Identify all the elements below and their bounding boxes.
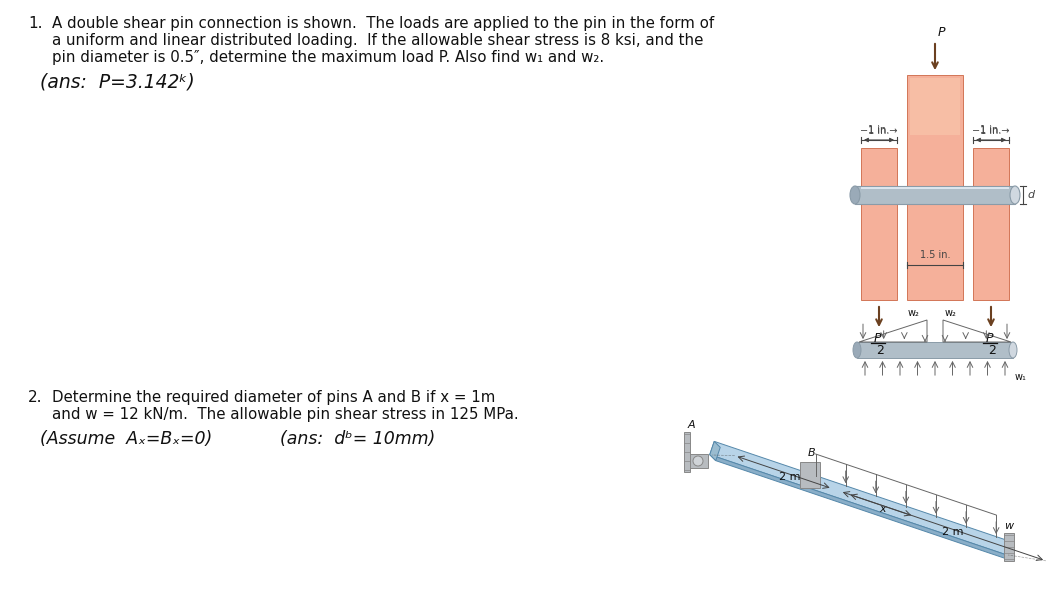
- Text: w₂: w₂: [907, 308, 919, 318]
- Text: −1 in.→: −1 in.→: [972, 126, 1010, 136]
- Text: d: d: [1027, 190, 1034, 200]
- Text: P: P: [986, 332, 993, 345]
- Text: (ans:  dᵇ= 10mm): (ans: dᵇ= 10mm): [280, 430, 435, 448]
- Polygon shape: [799, 462, 819, 488]
- Text: Determine the required diameter of pins A and B if x = 1m: Determine the required diameter of pins …: [52, 390, 495, 405]
- Text: (Assume  Aₓ=Bₓ=0): (Assume Aₓ=Bₓ=0): [40, 430, 213, 448]
- Ellipse shape: [853, 342, 861, 358]
- Polygon shape: [855, 186, 1015, 204]
- Text: (ans:  P=3.142ᵏ): (ans: P=3.142ᵏ): [40, 72, 195, 91]
- Polygon shape: [861, 187, 1009, 189]
- Text: 2: 2: [876, 344, 883, 357]
- Text: a uniform and linear distributed loading.  If the allowable shear stress is 8 ks: a uniform and linear distributed loading…: [52, 33, 703, 48]
- Polygon shape: [973, 148, 1009, 300]
- Text: A: A: [688, 420, 696, 430]
- Polygon shape: [710, 442, 720, 461]
- Polygon shape: [688, 454, 708, 468]
- Text: pin diameter is 0.5″, determine the maximum load P. Also find w₁ and w₂.: pin diameter is 0.5″, determine the maxi…: [52, 50, 604, 65]
- Polygon shape: [857, 342, 1013, 358]
- Text: B: B: [808, 448, 815, 458]
- Text: w₁: w₁: [1015, 372, 1027, 382]
- Polygon shape: [907, 75, 963, 300]
- Text: A double shear pin connection is shown.  The loads are applied to the pin in the: A double shear pin connection is shown. …: [52, 16, 714, 31]
- Polygon shape: [1004, 533, 1014, 561]
- Ellipse shape: [1009, 342, 1017, 358]
- Text: 2 m: 2 m: [778, 472, 800, 482]
- Text: w: w: [1005, 521, 1013, 531]
- Text: 1.: 1.: [28, 16, 42, 31]
- Text: 1.5 in.: 1.5 in.: [919, 250, 950, 260]
- Ellipse shape: [1010, 186, 1020, 204]
- Text: 1 in.: 1 in.: [869, 125, 890, 135]
- Text: 2.: 2.: [28, 390, 42, 405]
- Polygon shape: [861, 148, 897, 300]
- Text: 2: 2: [988, 344, 996, 357]
- Polygon shape: [910, 78, 960, 135]
- Text: P: P: [938, 26, 946, 39]
- Ellipse shape: [850, 186, 860, 204]
- Text: x: x: [879, 504, 886, 514]
- Text: w₂: w₂: [945, 308, 957, 318]
- Polygon shape: [710, 455, 1012, 561]
- Circle shape: [693, 456, 703, 466]
- Polygon shape: [710, 442, 1010, 554]
- Polygon shape: [684, 432, 690, 472]
- Text: 2 m: 2 m: [941, 527, 963, 538]
- Text: P: P: [874, 332, 881, 345]
- Text: −1 in.→: −1 in.→: [860, 126, 898, 136]
- Text: 1 in.: 1 in.: [980, 125, 1001, 135]
- Text: and w = 12 kN/m.  The allowable pin shear stress in 125 MPa.: and w = 12 kN/m. The allowable pin shear…: [52, 407, 519, 422]
